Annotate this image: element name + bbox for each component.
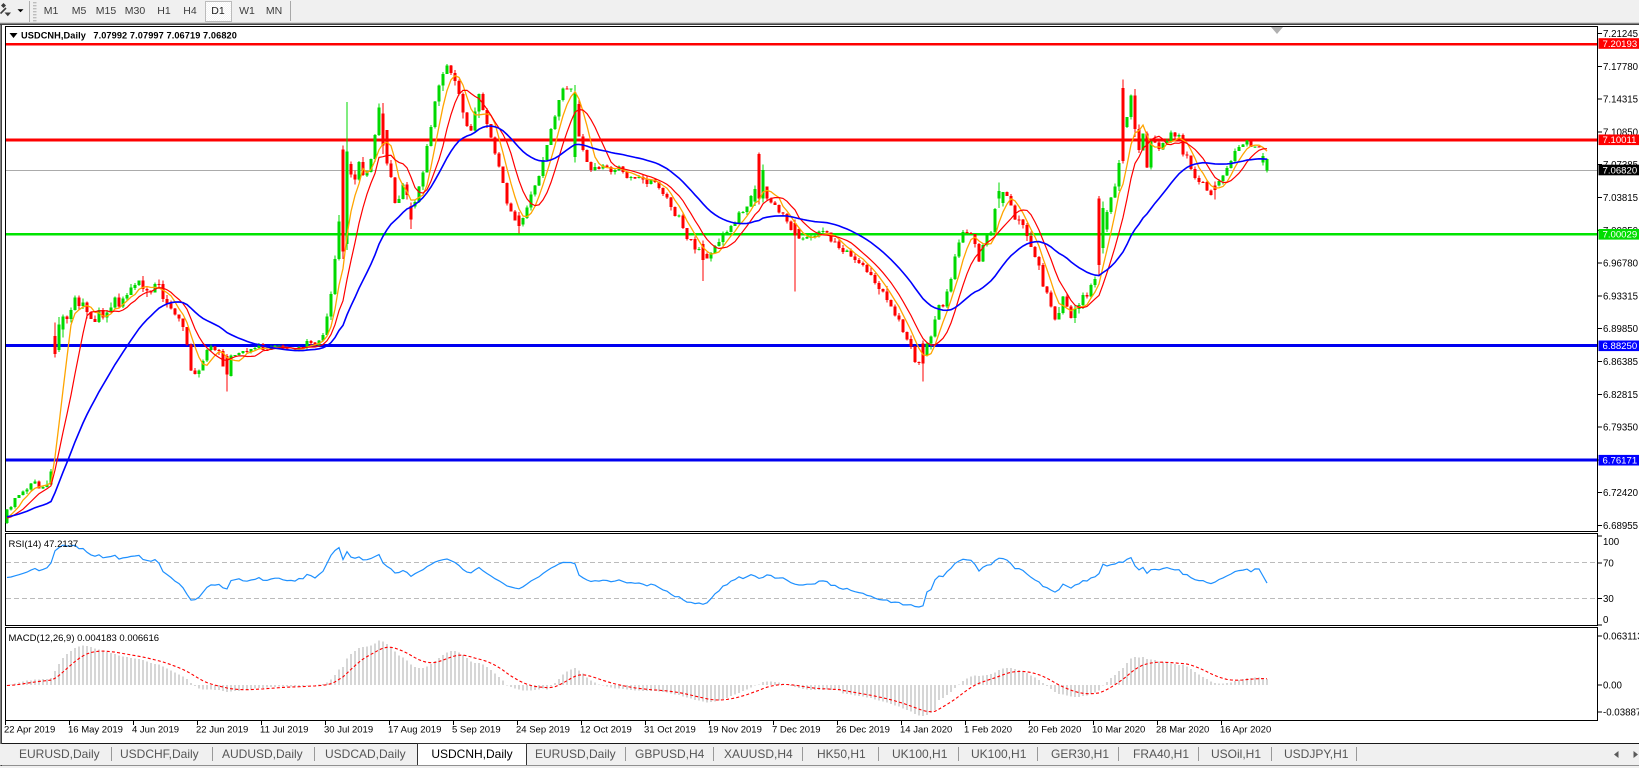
- svg-text:7.06820: 7.06820: [1603, 165, 1638, 176]
- svg-text:7.03815: 7.03815: [1603, 193, 1638, 204]
- svg-text:28 Mar 2020: 28 Mar 2020: [1156, 725, 1209, 736]
- svg-text:31 Oct 2019: 31 Oct 2019: [644, 725, 696, 736]
- svg-text:6.86385: 6.86385: [1603, 357, 1638, 368]
- svg-text:0.00: 0.00: [1603, 681, 1622, 692]
- svg-text:MACD(12,26,9) 0.004183 0.00661: MACD(12,26,9) 0.004183 0.006616: [9, 633, 160, 644]
- svg-text:30 Jul 2019: 30 Jul 2019: [324, 725, 373, 736]
- svg-text:6.88250: 6.88250: [1603, 341, 1638, 352]
- svg-text:6.96780: 6.96780: [1603, 259, 1639, 270]
- svg-text:11 Jul 2019: 11 Jul 2019: [260, 725, 308, 736]
- svg-text:6.93315: 6.93315: [1603, 291, 1638, 302]
- svg-text:7.10011: 7.10011: [1603, 135, 1637, 146]
- svg-text:7.21245: 7.21245: [1603, 29, 1638, 40]
- svg-text:USDCNH,Daily 7.07992 7.07997: USDCNH,Daily 7.07992 7.07997 7.06719 7.0…: [21, 31, 237, 41]
- svg-text:0: 0: [1603, 615, 1609, 626]
- svg-text:0.063113: 0.063113: [1603, 632, 1639, 643]
- svg-text:RSI(14) 47.2137: RSI(14) 47.2137: [9, 539, 79, 550]
- svg-text:100: 100: [1603, 537, 1620, 548]
- svg-text:20 Feb 2020: 20 Feb 2020: [1028, 725, 1081, 736]
- svg-text:7.14315: 7.14315: [1603, 95, 1638, 106]
- svg-text:1 Feb 2020: 1 Feb 2020: [964, 725, 1012, 736]
- svg-text:12 Oct 2019: 12 Oct 2019: [580, 725, 632, 736]
- svg-text:16 Apr 2020: 16 Apr 2020: [1220, 725, 1271, 736]
- svg-text:16 May 2019: 16 May 2019: [68, 725, 123, 736]
- svg-text:10 Mar 2020: 10 Mar 2020: [1092, 725, 1145, 736]
- svg-text:22 Apr 2019: 22 Apr 2019: [4, 725, 55, 736]
- svg-text:70: 70: [1603, 558, 1614, 569]
- svg-text:5 Sep 2019: 5 Sep 2019: [452, 725, 501, 736]
- svg-text:17 Aug 2019: 17 Aug 2019: [388, 725, 441, 736]
- svg-text:19 Nov 2019: 19 Nov 2019: [708, 725, 762, 736]
- svg-text:7 Dec 2019: 7 Dec 2019: [772, 725, 821, 736]
- svg-text:14 Jan 2020: 14 Jan 2020: [900, 725, 952, 736]
- svg-text:7.20193: 7.20193: [1603, 39, 1638, 50]
- svg-text:26 Dec 2019: 26 Dec 2019: [836, 725, 890, 736]
- svg-text:22 Jun 2019: 22 Jun 2019: [196, 725, 248, 736]
- svg-text:6.89850: 6.89850: [1603, 324, 1639, 335]
- svg-text:6.82815: 6.82815: [1603, 390, 1638, 401]
- svg-text:7.17780: 7.17780: [1603, 62, 1639, 73]
- svg-text:-0.038872: -0.038872: [1603, 708, 1639, 719]
- svg-text:6.68955: 6.68955: [1603, 521, 1638, 532]
- svg-text:6.76171: 6.76171: [1603, 456, 1638, 467]
- svg-text:6.79350: 6.79350: [1603, 423, 1639, 434]
- svg-text:30: 30: [1603, 594, 1614, 605]
- svg-text:24 Sep 2019: 24 Sep 2019: [516, 725, 570, 736]
- svg-text:4 Jun 2019: 4 Jun 2019: [132, 725, 179, 736]
- svg-text:6.72420: 6.72420: [1603, 488, 1639, 499]
- svg-text:7.00029: 7.00029: [1603, 230, 1638, 241]
- svg-text:7.10850: 7.10850: [1603, 127, 1639, 138]
